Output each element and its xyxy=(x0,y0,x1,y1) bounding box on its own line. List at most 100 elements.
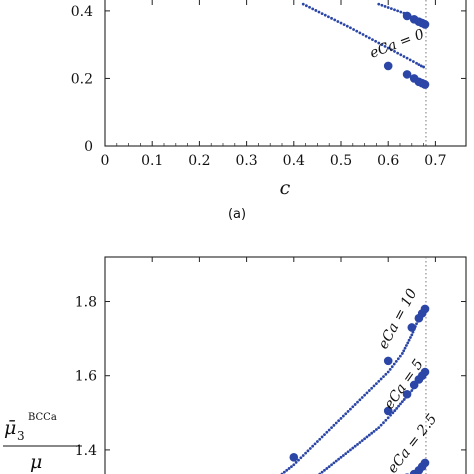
curve-dot xyxy=(294,461,298,464)
curve-dot xyxy=(371,38,374,41)
data-point-marker xyxy=(420,304,430,314)
curve-dot xyxy=(285,468,289,472)
y-tick-label: 0.2 xyxy=(71,71,93,87)
curve-dot xyxy=(372,384,376,388)
curve-dot xyxy=(336,20,340,23)
curve-dot xyxy=(292,463,296,467)
curve-dot xyxy=(356,442,359,446)
curve-dot xyxy=(327,465,331,468)
curve-dot xyxy=(356,400,359,404)
curve-dot xyxy=(393,8,396,12)
curve-dot xyxy=(349,448,352,452)
panel-label-a: (a) xyxy=(228,207,246,222)
curve-dot xyxy=(388,367,392,371)
curve-dot xyxy=(384,372,388,376)
series-1 xyxy=(318,367,430,474)
curve-dot xyxy=(323,13,327,17)
curve-dot xyxy=(410,389,414,392)
x-tick-label: 0.5 xyxy=(330,153,352,169)
curve-dot xyxy=(325,430,329,434)
curve-dot xyxy=(339,21,343,25)
curve-dot xyxy=(290,465,293,468)
chart-panel-b: 1.41.61.8 eCa = 10 eCa = 5 eCa = 2.5 μ̄ … xyxy=(3,256,467,474)
y-axis-title-numerator: μ̄ xyxy=(4,417,16,439)
curve-dot xyxy=(377,41,381,45)
curve-dot xyxy=(367,36,371,40)
curve-dot xyxy=(382,375,385,379)
curve-dot xyxy=(344,452,348,456)
curve-dot xyxy=(396,357,400,361)
curve-dot xyxy=(308,5,311,9)
curve-dot xyxy=(365,435,369,439)
curve-dot xyxy=(400,400,404,404)
curve-dot xyxy=(349,407,352,411)
curve-dot xyxy=(360,439,364,443)
curve-dot xyxy=(323,433,326,437)
curve-dot xyxy=(341,454,345,457)
curve-dot xyxy=(360,396,364,399)
y-axis-title-superscript: BCCa xyxy=(28,412,57,423)
curve-dot xyxy=(379,423,383,427)
axis-ticks-a: 0 0.1 0.2 0.3 0.4 0.5 0.6 0.7 0 0.2 0.4 xyxy=(71,0,466,169)
curve-dot xyxy=(351,405,355,409)
curve-dot xyxy=(422,65,425,69)
curve-dot xyxy=(386,416,390,420)
curve-dot xyxy=(346,450,350,454)
data-point-marker xyxy=(383,61,393,71)
curve-dot xyxy=(327,15,330,19)
curve-dot xyxy=(407,338,411,342)
curve-dot xyxy=(320,470,324,474)
curve-dot xyxy=(380,43,384,47)
data-point-marker xyxy=(407,323,417,332)
x-tick-label: 0.2 xyxy=(188,153,210,169)
curve-dot xyxy=(389,48,393,52)
curve-dot xyxy=(375,382,378,385)
plot-frame-b xyxy=(104,256,467,474)
curve-dot xyxy=(333,18,337,22)
curve-dot xyxy=(349,26,352,30)
curve-dot xyxy=(332,423,336,427)
data-point-marker xyxy=(402,389,412,399)
curve-dot xyxy=(386,6,390,9)
curve-dot xyxy=(311,444,315,448)
curve-dot xyxy=(365,391,369,395)
curve-dot xyxy=(282,470,286,474)
curve-dot xyxy=(379,377,383,381)
curve-dot xyxy=(389,7,393,11)
curve-dot xyxy=(390,365,394,369)
curve-dot xyxy=(337,419,341,423)
curve-dot xyxy=(367,389,371,392)
curve-dot xyxy=(384,418,388,422)
curve-dot xyxy=(345,24,349,28)
curve-dot xyxy=(393,50,396,53)
curve-dot xyxy=(398,354,402,358)
data-point-marker xyxy=(383,406,393,416)
curve-dot xyxy=(339,455,343,459)
y-tick-label: 0.4 xyxy=(71,4,93,20)
curve-dot xyxy=(419,64,423,68)
curve-dot xyxy=(316,440,319,443)
series-0 xyxy=(301,2,430,89)
curve-dot xyxy=(399,10,403,14)
curve-dot xyxy=(358,31,362,35)
curve-label-eca-0: eCa = 0 xyxy=(368,26,427,61)
y-axis-title-subscript: 3 xyxy=(17,429,25,443)
series-2 xyxy=(404,458,430,474)
curve-dot xyxy=(405,56,409,60)
curve-dot xyxy=(355,29,359,33)
axis-ticks-b: 1.4 1.6 1.8 xyxy=(75,257,466,474)
curve-dot xyxy=(363,437,366,441)
curve-dot xyxy=(325,467,329,470)
curve-dot xyxy=(372,429,376,433)
x-tick-label: 0.6 xyxy=(377,153,399,169)
curve-dot xyxy=(402,55,406,58)
data-point-marker xyxy=(420,458,430,468)
curve-dot xyxy=(406,341,410,345)
curve-dot xyxy=(382,421,385,425)
x-axis-title-a: c xyxy=(280,177,291,199)
curve-dot xyxy=(417,63,421,66)
curve-dot xyxy=(364,34,368,38)
curve-dot xyxy=(411,60,415,63)
curve-dot xyxy=(370,431,374,435)
